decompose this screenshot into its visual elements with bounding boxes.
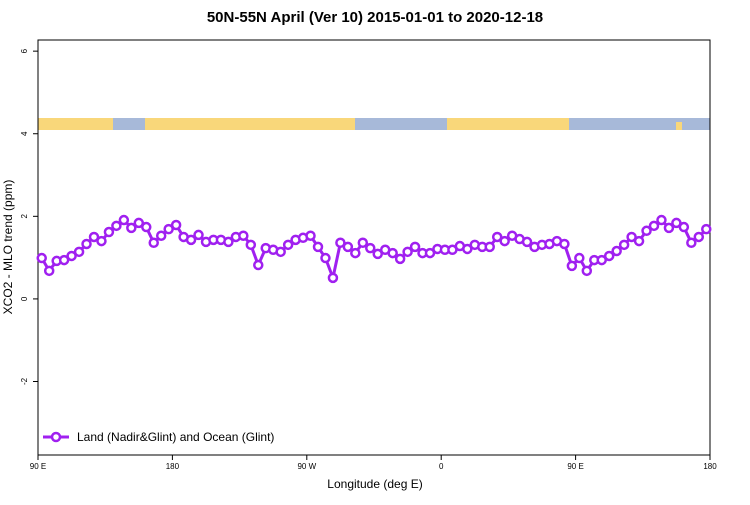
data-point	[155, 230, 167, 241]
data-point	[245, 239, 257, 251]
y-tick-label: 0	[20, 296, 29, 301]
data-point	[641, 225, 652, 237]
data-point	[275, 246, 286, 258]
data-point	[350, 247, 361, 259]
data-point	[253, 259, 264, 271]
data-point	[394, 253, 406, 265]
y-tick-label: 2	[20, 214, 29, 219]
x-tick-label: 180	[166, 462, 180, 471]
data-point	[693, 231, 705, 243]
data-point	[73, 246, 85, 258]
data-point	[499, 235, 510, 247]
data-point	[372, 248, 383, 260]
data-point	[185, 234, 197, 246]
data-point	[111, 220, 122, 232]
data-point	[663, 222, 675, 234]
data-point	[170, 219, 182, 231]
data-point	[163, 223, 174, 235]
data-point	[686, 237, 697, 249]
data-point	[521, 236, 533, 248]
data-point	[282, 239, 294, 251]
y-tick-label: -2	[20, 377, 29, 385]
data-point	[559, 238, 570, 250]
plot-frame	[37, 39, 711, 456]
data-point	[342, 241, 354, 253]
data-point	[96, 235, 107, 247]
data-point	[611, 245, 622, 257]
data-point	[81, 238, 92, 250]
data-point	[103, 226, 115, 238]
data-point	[402, 246, 413, 258]
legend-label: Land (Nadir&Glint) and Ocean (Glint)	[77, 430, 274, 444]
data-point	[335, 237, 346, 249]
data-point	[88, 231, 100, 243]
data-point	[357, 237, 369, 249]
x-tick-label: 0	[439, 462, 444, 471]
data-point	[491, 231, 503, 243]
data-point	[603, 250, 615, 262]
data-point	[678, 221, 690, 233]
data-point	[701, 223, 712, 235]
data-point	[581, 265, 593, 277]
data-point	[409, 241, 421, 253]
data-point	[671, 217, 682, 229]
data-point	[141, 221, 152, 233]
data-point	[574, 252, 585, 264]
y-tick-label: 4	[20, 131, 29, 136]
data-point	[66, 250, 77, 262]
x-tick-label: 180	[703, 462, 717, 471]
data-point	[238, 230, 249, 241]
data-point	[118, 214, 130, 226]
data-point	[327, 272, 339, 284]
data-point	[148, 237, 159, 249]
data-point	[320, 252, 331, 264]
x-tick-label: 90 W	[297, 462, 316, 471]
data-point	[484, 241, 495, 253]
chart-title: 50N-55N April (Ver 10) 2015-01-01 to 202…	[207, 9, 543, 26]
data-point	[462, 243, 473, 255]
data-point	[424, 247, 436, 259]
legend-marker	[50, 431, 62, 443]
data-point	[193, 229, 204, 241]
data-point	[626, 231, 637, 243]
data-point	[365, 242, 376, 254]
land-ocean-strip	[38, 118, 710, 130]
data-point	[618, 239, 630, 251]
data-point	[223, 236, 234, 248]
x-axis-title: Longitude (deg E)	[327, 477, 422, 491]
data-point	[312, 241, 324, 253]
data-point	[305, 230, 316, 241]
data-point	[633, 235, 645, 247]
data-point	[36, 252, 47, 264]
data-point	[387, 247, 398, 259]
x-tick-label: 90 E	[567, 462, 583, 471]
data-point	[133, 217, 145, 229]
data-point	[566, 260, 578, 272]
data-point	[43, 265, 55, 277]
data-point	[656, 214, 667, 226]
data-point	[126, 222, 137, 234]
y-tick-label: 6	[20, 48, 29, 53]
y-axis-title: XCO2 - MLO trend (ppm)	[1, 180, 15, 315]
data-point	[648, 220, 660, 232]
x-tick-label: 90 E	[30, 462, 46, 471]
data-point	[58, 254, 70, 266]
data-point	[596, 254, 607, 266]
